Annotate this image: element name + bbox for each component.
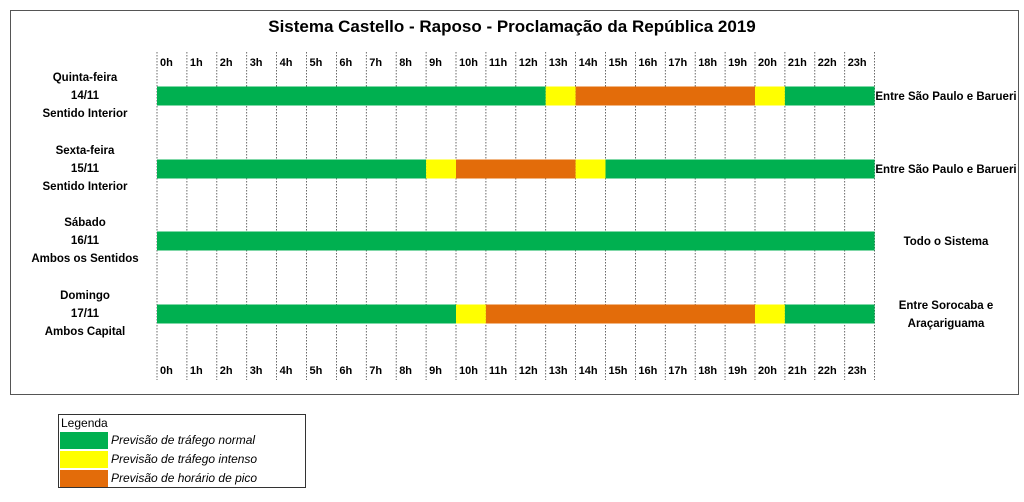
chart-frame [10, 10, 1019, 395]
timeline-chart: 0h 0h 1h 1h 2h 2h 3h 3h 4h 4h 5h 5h 6h 6h 7h 7h 8h 8h 9h 9h… [31, 52, 1017, 380]
row-zone-label: Todo o Sistema [904, 236, 989, 248]
hour-label-top-11h: 11h [489, 57, 508, 69]
hour-label-bottom-19h: 19h [728, 365, 747, 377]
hour-label-bottom-14h: 14h [579, 365, 598, 377]
segment-1-1-normal [157, 86, 546, 106]
hour-label-top-6h: 6h [339, 57, 352, 69]
hour-label-top-4h: 4h [280, 57, 293, 69]
legend-title: Legenda [61, 416, 108, 430]
hour-label-bottom-9h: 9h [429, 365, 442, 377]
hour-label-bottom-20h: 20h [758, 365, 777, 377]
row-zone-label-line2: Araçariguama [908, 318, 985, 330]
hour-label-top-1h: 1h [190, 57, 203, 69]
hour-label-bottom-10h: 10h [459, 365, 478, 377]
hour-label-bottom-22h: 22h [818, 365, 837, 377]
legend-swatch-normal [60, 432, 108, 449]
hour-label-top-15h: 15h [609, 57, 628, 69]
hour-label-top-16h: 16h [638, 57, 657, 69]
row-date-label: 16/11 [71, 235, 100, 247]
hour-label-top-3h: 3h [250, 57, 263, 69]
segment-4-4-intenso [755, 304, 785, 324]
segment-4-1-normal [157, 304, 456, 324]
segment-2-2-intenso [426, 159, 456, 179]
row-date-label: 17/11 [71, 308, 100, 320]
segment-2-4-intenso [575, 159, 606, 179]
row-direction-label: Sentido Interior [43, 181, 129, 193]
row-direction-label: Ambos os Sentidos [31, 253, 138, 265]
hour-label-bottom-4h: 4h [280, 365, 293, 377]
hour-label-bottom-18h: 18h [698, 365, 717, 377]
legend-entry-intenso: Previsão de tráfego intenso [59, 451, 305, 469]
hour-label-top-18h: 18h [698, 57, 717, 69]
row-direction-label: Ambos Capital [45, 326, 126, 338]
hour-label-top-2h: 2h [220, 57, 233, 69]
legend: Legenda Previsão de tráfego normal Previ… [58, 414, 306, 488]
hour-label-bottom-23h: 23h [848, 365, 867, 377]
chart-title: Sistema Castello - Raposo - Proclamação … [268, 17, 756, 36]
row-direction-label: Sentido Interior [43, 108, 129, 120]
hour-label-bottom-11h: 11h [489, 365, 508, 377]
segment-1-4-intenso [755, 86, 785, 106]
hour-label-bottom-3h: 3h [250, 365, 263, 377]
legend-label-pico: Previsão de horário de pico [111, 471, 258, 485]
hour-label-top-0h: 0h [160, 57, 173, 69]
hour-label-top-7h: 7h [369, 57, 382, 69]
hour-label-top-17h: 17h [668, 57, 687, 69]
segment-2-5-normal [605, 159, 875, 179]
hour-label-bottom-13h: 13h [549, 365, 568, 377]
segment-2-1-normal [157, 159, 427, 179]
hour-label-bottom-21h: 21h [788, 365, 807, 377]
legend-entry-pico: Previsão de horário de pico [59, 470, 305, 488]
hour-label-bottom-8h: 8h [399, 365, 412, 377]
hour-label-top-23h: 23h [848, 57, 867, 69]
row-day-label: Sexta-feira [56, 145, 115, 157]
row-date-label: 14/11 [71, 90, 100, 102]
hour-label-bottom-6h: 6h [339, 365, 352, 377]
hour-label-top-8h: 8h [399, 57, 412, 69]
segment-2-3-pico [456, 159, 576, 179]
hour-label-top-22h: 22h [818, 57, 837, 69]
hour-label-top-5h: 5h [310, 57, 323, 69]
row-zone-label-line1: Entre Sorocaba e [899, 300, 994, 312]
legend-entry-normal: Previsão de tráfego normal [59, 432, 305, 450]
segment-1-2-intenso [545, 86, 576, 106]
hour-label-bottom-0h: 0h [160, 365, 173, 377]
hour-label-bottom-16h: 16h [638, 365, 657, 377]
hour-label-bottom-2h: 2h [220, 365, 233, 377]
segment-4-3-pico [485, 304, 755, 324]
hour-label-top-21h: 21h [788, 57, 807, 69]
hour-label-bottom-1h: 1h [190, 365, 203, 377]
legend-swatch-intenso [60, 451, 108, 468]
row-zone-label: Entre São Paulo e Barueri [875, 91, 1016, 103]
legend-swatch-pico [60, 470, 108, 487]
segment-3-1-normal [157, 231, 875, 251]
hour-label-top-13h: 13h [549, 57, 568, 69]
hour-label-bottom-7h: 7h [369, 365, 382, 377]
hour-label-top-12h: 12h [519, 57, 538, 69]
segment-4-2-intenso [456, 304, 486, 324]
hour-label-top-9h: 9h [429, 57, 442, 69]
hour-label-bottom-12h: 12h [519, 365, 538, 377]
hour-label-top-10h: 10h [459, 57, 478, 69]
hour-label-bottom-5h: 5h [310, 365, 323, 377]
row-day-label: Domingo [60, 290, 110, 302]
row-zone-label: Entre São Paulo e Barueri [875, 164, 1016, 176]
segment-1-5-normal [784, 86, 875, 106]
legend-label-intenso: Previsão de tráfego intenso [111, 452, 258, 466]
row-day-label: Quinta-feira [53, 72, 118, 84]
row-date-label: 15/11 [71, 163, 100, 175]
row-day-label: Sábado [64, 217, 106, 229]
hour-label-top-14h: 14h [579, 57, 598, 69]
segment-1-3-pico [575, 86, 755, 106]
legend-label-normal: Previsão de tráfego normal [111, 433, 256, 447]
hour-label-bottom-17h: 17h [668, 365, 687, 377]
hour-label-top-20h: 20h [758, 57, 777, 69]
segment-4-5-normal [784, 304, 875, 324]
hour-label-bottom-15h: 15h [609, 365, 628, 377]
hour-label-top-19h: 19h [728, 57, 747, 69]
